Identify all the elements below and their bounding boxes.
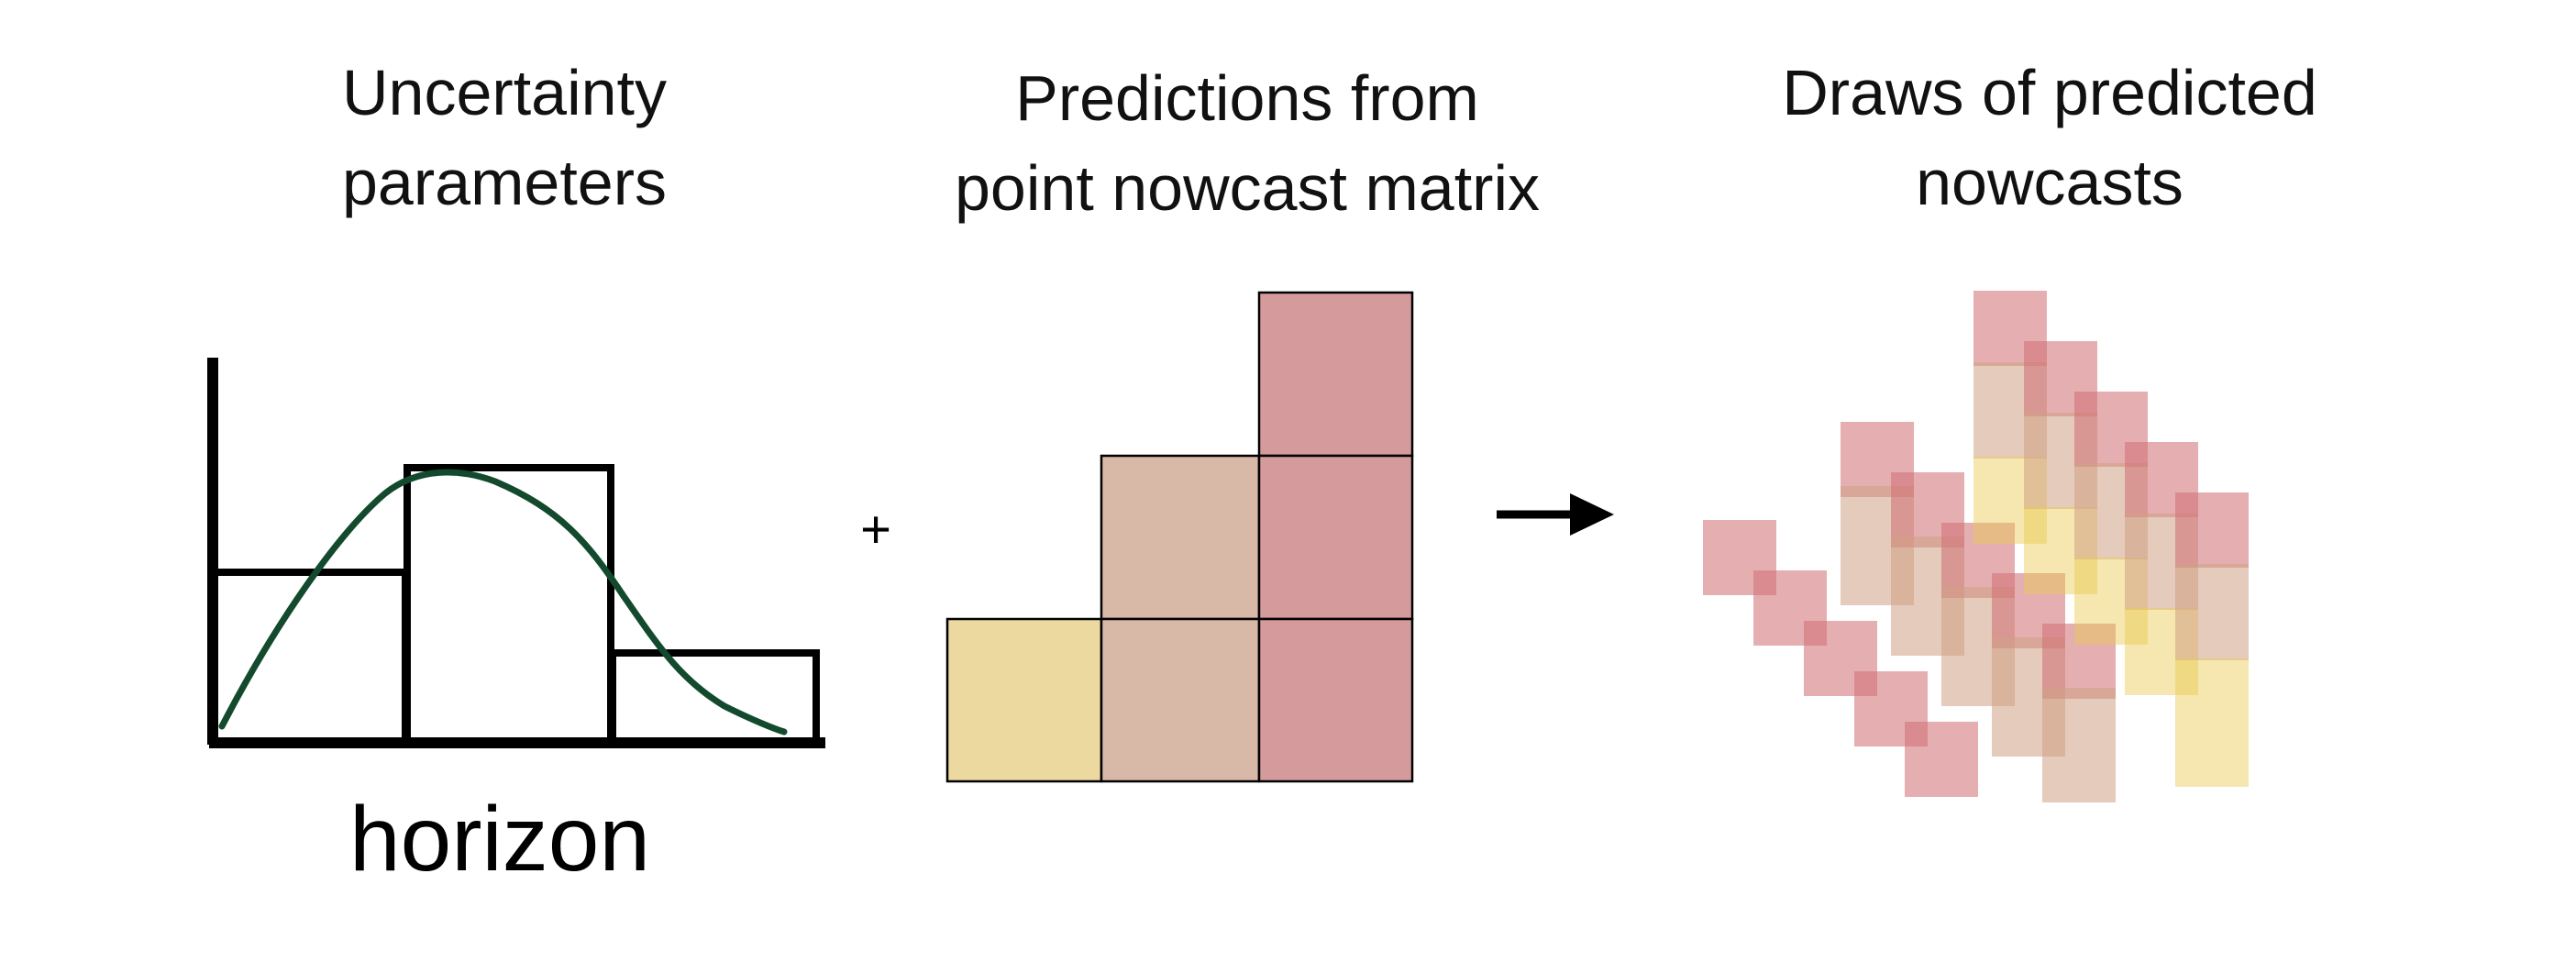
matrix-cell bbox=[1100, 617, 1261, 783]
heading-line: nowcasts bbox=[1916, 147, 2184, 218]
histogram-bar-2 bbox=[404, 464, 614, 746]
heading-line: point nowcast matrix bbox=[954, 152, 1541, 224]
heading-line: Uncertainty bbox=[341, 57, 668, 128]
heading-draws-predicted-nowcasts: Draws of predicted nowcasts bbox=[1697, 48, 2403, 227]
nowcast-draw-cell bbox=[2042, 624, 2116, 699]
nowcast-draw-cell bbox=[2175, 492, 2249, 568]
matrix-cell bbox=[1257, 617, 1414, 783]
matrix-cell bbox=[1100, 454, 1261, 621]
point-nowcast-matrix bbox=[945, 291, 1414, 783]
matrix-cell bbox=[1257, 291, 1414, 458]
heading-uncertainty-parameters: Uncertainty parameters bbox=[257, 48, 752, 227]
nowcast-draw-cell bbox=[2175, 658, 2249, 787]
nowcast-draw-cell bbox=[1905, 722, 1978, 797]
matrix-cell bbox=[945, 617, 1103, 783]
axis-label-horizon: horizon bbox=[349, 788, 650, 890]
draws-cloud bbox=[1703, 291, 2249, 802]
right-arrow-icon bbox=[1497, 493, 1614, 536]
nowcast-draw-cell bbox=[2042, 688, 2116, 802]
matrix-cell bbox=[1257, 454, 1414, 621]
heading-line: Predictions from bbox=[1015, 62, 1479, 134]
heading-line: Draws of predicted bbox=[1782, 57, 2317, 128]
plus-operator: + bbox=[860, 500, 891, 559]
histogram-bar-1 bbox=[209, 569, 409, 746]
heading-line: parameters bbox=[341, 147, 668, 218]
density-curve bbox=[218, 469, 788, 735]
heading-predictions-point-nowcast: Predictions from point nowcast matrix bbox=[862, 53, 1632, 233]
uncertainty-histogram bbox=[209, 464, 820, 746]
nowcast-draw-cell bbox=[2175, 564, 2249, 660]
